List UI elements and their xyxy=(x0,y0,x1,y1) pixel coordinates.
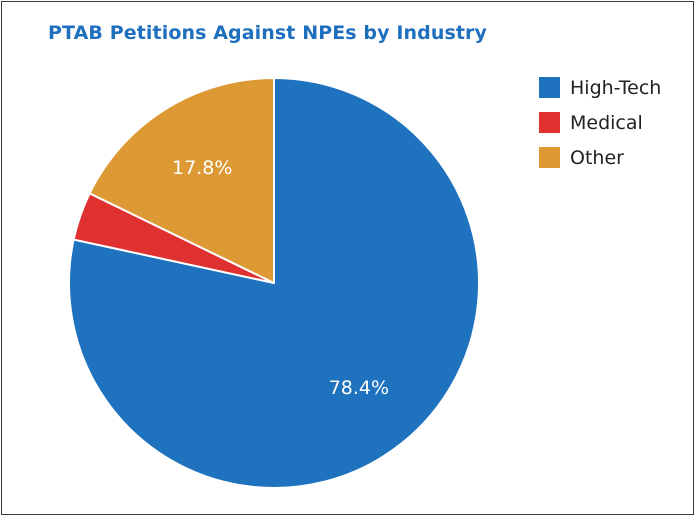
chart-title: PTAB Petitions Against NPEs by Industry xyxy=(48,22,487,44)
legend-swatch-high-tech xyxy=(539,77,560,98)
slice-label-high-tech: 78.4% xyxy=(329,377,389,399)
legend-swatch-medical xyxy=(539,112,560,133)
slice-label-other: 17.8% xyxy=(172,157,232,179)
legend-label-other: Other xyxy=(570,146,624,169)
chart-legend: High-Tech Medical Other xyxy=(539,76,661,181)
pie-slice-other xyxy=(88,77,275,284)
legend-label-high-tech: High-Tech xyxy=(570,76,662,99)
legend-item-medical: Medical xyxy=(539,111,661,134)
legend-swatch-other xyxy=(539,147,560,168)
legend-item-other: Other xyxy=(539,146,661,169)
legend-item-high-tech: High-Tech xyxy=(539,76,661,99)
legend-label-medical: Medical xyxy=(570,111,643,134)
